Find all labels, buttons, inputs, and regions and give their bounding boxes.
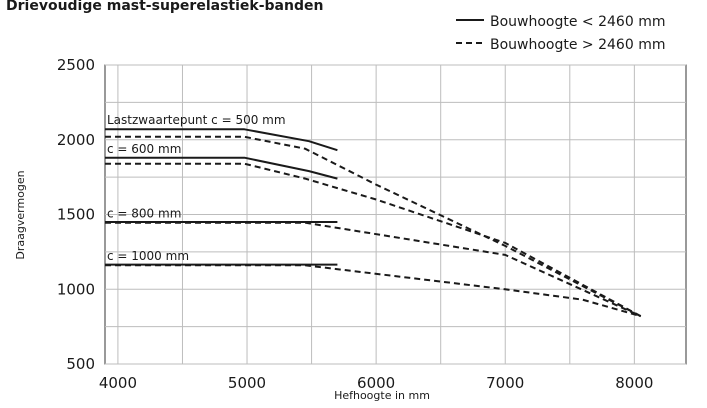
y-axis-label: Draagvermogen [14, 170, 27, 259]
series-line-c1000-dashed [105, 264, 642, 318]
x-axis-label: Hefhoogte in mm [334, 389, 430, 402]
annotation-label: Lastzwaartepunt c = 500 mm [107, 113, 286, 127]
x-tick-label: 4000 [99, 374, 137, 392]
series-line-c600-solid [105, 156, 338, 180]
series-group [105, 128, 642, 318]
chart-title: Drievoudige mast-superelastiek-banden [6, 0, 323, 14]
grid [105, 64, 686, 365]
legend-label-solid: Bouwhoogte < 2460 mm [490, 14, 665, 30]
x-tick-label: 7000 [486, 374, 524, 392]
series-line-c500-dashed [105, 135, 642, 318]
annotation-label: c = 800 mm [107, 206, 181, 220]
tick-labels: 4000 5000 6000 7000 8000 500 1000 1500 2000 2500 [57, 56, 654, 392]
annotation-label: c = 600 mm [107, 142, 181, 156]
x-tick-label: 5000 [228, 374, 266, 392]
y-tick-label: 1500 [57, 206, 95, 224]
y-tick-label: 2500 [57, 56, 95, 74]
legend: Bouwhoogte < 2460 mm Bouwhoogte > 2460 m… [456, 14, 665, 53]
annotation-label: c = 1000 mm [107, 249, 189, 263]
y-tick-label: 1000 [57, 280, 95, 298]
legend-label-dashed: Bouwhoogte > 2460 mm [490, 37, 665, 53]
series-line-c600-dashed [105, 162, 642, 318]
y-tick-label: 500 [66, 355, 95, 373]
series-line-c800-dashed [105, 221, 642, 318]
series-line-c500-solid [105, 128, 338, 152]
x-tick-label: 8000 [615, 374, 653, 392]
x-tick-label: 6000 [357, 374, 395, 392]
annotations: Lastzwaartepunt c = 500 mm c = 600 mm c = … [107, 113, 286, 263]
y-tick-label: 2000 [57, 131, 95, 149]
